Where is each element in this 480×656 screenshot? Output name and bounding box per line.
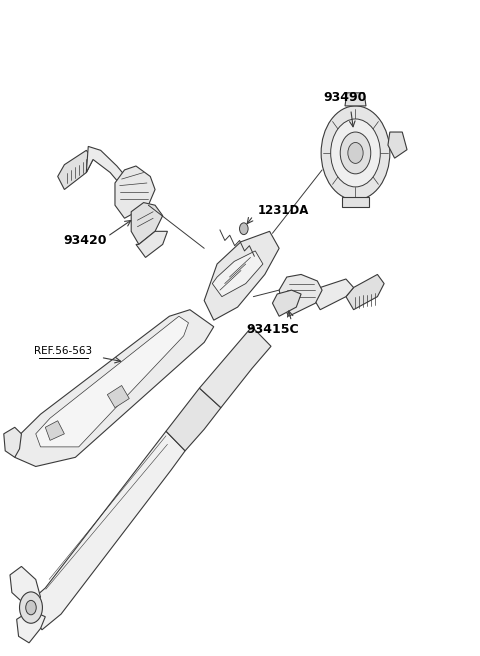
Polygon shape — [25, 431, 185, 630]
Polygon shape — [86, 146, 131, 190]
Polygon shape — [115, 166, 155, 218]
Polygon shape — [45, 420, 64, 440]
Polygon shape — [346, 274, 384, 310]
Polygon shape — [108, 386, 129, 407]
Polygon shape — [273, 290, 301, 316]
Polygon shape — [10, 566, 40, 605]
Circle shape — [240, 223, 248, 235]
Polygon shape — [15, 310, 214, 466]
Polygon shape — [136, 232, 168, 257]
Polygon shape — [342, 197, 369, 207]
Polygon shape — [166, 388, 221, 451]
Polygon shape — [131, 203, 163, 245]
Text: 93415C: 93415C — [246, 323, 299, 337]
Polygon shape — [58, 150, 93, 190]
Circle shape — [20, 592, 42, 623]
Text: REF.56-563: REF.56-563 — [35, 346, 93, 356]
Circle shape — [331, 119, 380, 187]
Polygon shape — [17, 610, 45, 643]
Polygon shape — [204, 232, 279, 320]
Circle shape — [340, 132, 371, 174]
Text: 93490: 93490 — [324, 91, 367, 104]
Polygon shape — [212, 251, 263, 297]
Polygon shape — [199, 327, 271, 407]
Polygon shape — [345, 93, 366, 106]
Polygon shape — [388, 132, 407, 158]
Circle shape — [348, 142, 363, 163]
Text: 1231DA: 1231DA — [258, 203, 310, 216]
Polygon shape — [4, 427, 22, 457]
Circle shape — [321, 106, 390, 200]
Polygon shape — [311, 279, 354, 310]
Text: 93420: 93420 — [63, 234, 107, 247]
Polygon shape — [36, 316, 189, 447]
Circle shape — [26, 600, 36, 615]
Polygon shape — [279, 274, 322, 316]
